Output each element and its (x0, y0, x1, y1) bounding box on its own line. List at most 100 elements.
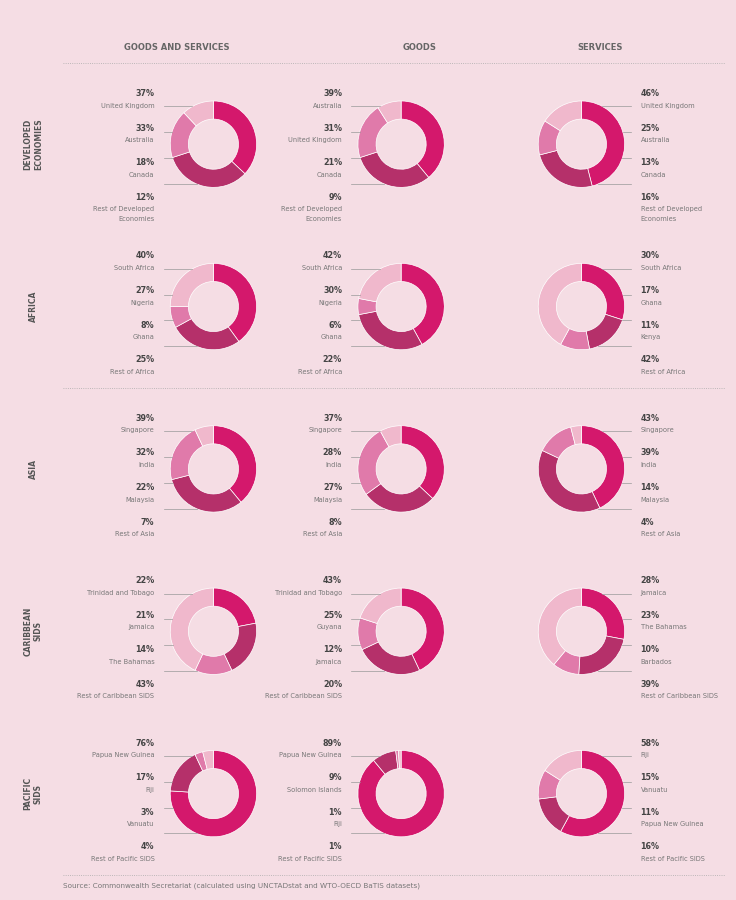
Text: Rest of Caribbean SIDS: Rest of Caribbean SIDS (265, 694, 342, 699)
Text: Australia: Australia (313, 103, 342, 109)
Text: 22%: 22% (323, 356, 342, 364)
Text: Ghana: Ghana (132, 334, 155, 340)
Text: Fiji: Fiji (146, 787, 155, 793)
Wedge shape (538, 264, 581, 345)
Text: United Kingdom: United Kingdom (101, 103, 155, 109)
Text: 11%: 11% (640, 808, 659, 817)
Wedge shape (578, 636, 624, 674)
Wedge shape (195, 426, 213, 446)
Text: 37%: 37% (135, 89, 155, 98)
Text: 16%: 16% (640, 842, 659, 851)
Wedge shape (367, 483, 433, 512)
Wedge shape (358, 264, 401, 302)
Wedge shape (401, 426, 445, 499)
Text: Papua New Guinea: Papua New Guinea (280, 752, 342, 758)
Text: Barbados: Barbados (640, 659, 672, 665)
Wedge shape (170, 754, 203, 792)
Text: Ghana: Ghana (320, 334, 342, 340)
Text: 3%: 3% (141, 808, 155, 817)
Wedge shape (561, 751, 625, 837)
Text: 42%: 42% (323, 251, 342, 260)
Wedge shape (171, 475, 241, 512)
Text: Ghana: Ghana (640, 300, 662, 305)
Text: 20%: 20% (323, 680, 342, 689)
Text: 14%: 14% (135, 645, 155, 654)
Text: 21%: 21% (135, 611, 155, 620)
Text: South Africa: South Africa (302, 265, 342, 271)
Wedge shape (538, 588, 581, 664)
Text: South Africa: South Africa (114, 265, 155, 271)
Text: Singapore: Singapore (121, 428, 155, 433)
Text: 58%: 58% (640, 739, 659, 748)
Text: 7%: 7% (141, 518, 155, 526)
Text: 1%: 1% (328, 842, 342, 851)
Text: 30%: 30% (323, 286, 342, 295)
Wedge shape (184, 101, 213, 126)
Text: United Kingdom: United Kingdom (640, 103, 694, 109)
Text: Source: Commonwealth Secretariat (calculated using UNCTADstat and WTO-OECD BaTIS: Source: Commonwealth Secretariat (calcul… (63, 883, 420, 889)
Wedge shape (381, 426, 401, 447)
Wedge shape (586, 314, 623, 349)
Text: 10%: 10% (640, 645, 659, 654)
Text: Jamaica: Jamaica (640, 590, 667, 596)
Text: DEVELOPED
ECONOMIES: DEVELOPED ECONOMIES (24, 119, 43, 170)
Wedge shape (213, 426, 257, 502)
Wedge shape (378, 101, 401, 123)
Text: 25%: 25% (135, 356, 155, 364)
Text: Solomon Islands: Solomon Islands (288, 787, 342, 793)
Text: South Africa: South Africa (640, 265, 681, 271)
Text: 6%: 6% (328, 320, 342, 329)
Text: Kenya: Kenya (640, 334, 661, 340)
Wedge shape (581, 426, 625, 508)
Wedge shape (396, 751, 400, 769)
Wedge shape (358, 431, 389, 494)
Text: Rest of Asia: Rest of Asia (302, 531, 342, 537)
Text: PACIFIC
SIDS: PACIFIC SIDS (24, 777, 43, 810)
Text: Malaysia: Malaysia (313, 497, 342, 502)
Wedge shape (538, 451, 600, 512)
Wedge shape (545, 101, 581, 130)
Text: Trinidad and Tobago: Trinidad and Tobago (275, 590, 342, 596)
Text: 14%: 14% (640, 483, 659, 492)
Text: 17%: 17% (640, 286, 659, 295)
Text: 27%: 27% (135, 286, 155, 295)
Text: GOODS: GOODS (403, 43, 436, 52)
Text: Rest of Asia: Rest of Asia (640, 531, 680, 537)
Text: Rest of Africa: Rest of Africa (110, 369, 155, 374)
Wedge shape (561, 328, 590, 350)
Wedge shape (213, 588, 256, 626)
Text: Australia: Australia (125, 137, 155, 143)
Wedge shape (358, 618, 378, 650)
Text: Rest of Developed: Rest of Developed (281, 206, 342, 212)
Wedge shape (172, 152, 245, 187)
Text: 89%: 89% (323, 739, 342, 748)
Wedge shape (195, 752, 208, 771)
Wedge shape (545, 751, 581, 780)
Text: 4%: 4% (141, 842, 155, 851)
Text: 15%: 15% (640, 773, 659, 782)
Wedge shape (358, 108, 388, 158)
Wedge shape (539, 796, 570, 832)
Text: 28%: 28% (640, 576, 659, 585)
Wedge shape (401, 588, 445, 670)
Text: United Kingdom: United Kingdom (289, 137, 342, 143)
Wedge shape (538, 121, 560, 155)
Wedge shape (581, 264, 625, 320)
Wedge shape (362, 642, 420, 674)
Text: 43%: 43% (135, 680, 155, 689)
Text: 8%: 8% (141, 320, 155, 329)
Wedge shape (398, 751, 401, 769)
Text: Nigeria: Nigeria (130, 300, 155, 305)
Wedge shape (170, 751, 257, 837)
Text: Vanuatu: Vanuatu (640, 787, 668, 793)
Text: 39%: 39% (640, 448, 659, 457)
Text: India: India (640, 462, 657, 468)
Text: Jamaica: Jamaica (316, 659, 342, 665)
Wedge shape (170, 264, 213, 307)
Text: 46%: 46% (640, 89, 659, 98)
Text: Malaysia: Malaysia (640, 497, 670, 502)
Text: 30%: 30% (640, 251, 659, 260)
Text: 25%: 25% (640, 123, 659, 132)
Text: India: India (138, 462, 155, 468)
Text: 37%: 37% (323, 414, 342, 423)
